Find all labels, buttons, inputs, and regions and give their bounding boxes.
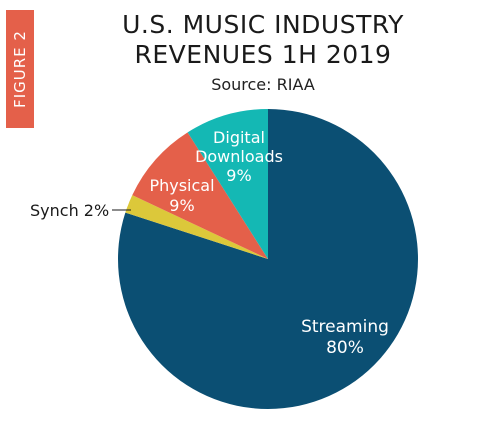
chart-source: Source: RIAA — [211, 75, 315, 94]
chart-title-line-2: REVENUES 1H 2019 — [134, 40, 392, 69]
data-label-synch: Synch 2% — [30, 201, 109, 220]
pie-slice-physical — [132, 132, 268, 259]
pie-slice-synch — [125, 195, 268, 259]
pie-slice-digital-downloads — [187, 109, 268, 259]
data-label-physical: Physical 9% — [149, 176, 214, 215]
figure-tag: FIGURE 2 — [6, 10, 34, 128]
chart-title-line-1: U.S. MUSIC INDUSTRY — [122, 10, 404, 39]
data-label-streaming: Streaming 80% — [301, 317, 389, 358]
data-label-digital-downloads: Digital Downloads 9% — [195, 128, 283, 185]
